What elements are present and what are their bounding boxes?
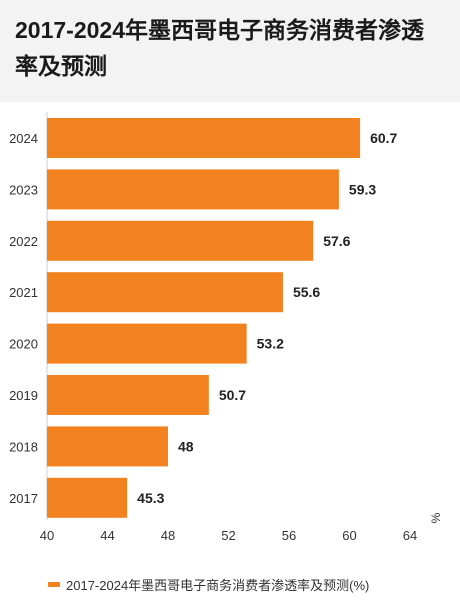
bar-2024 (47, 118, 361, 158)
y-tick-label: 2018 (9, 439, 38, 454)
y-tick-label: 2020 (9, 337, 38, 352)
y-tick-label: 2024 (9, 131, 38, 146)
data-label: 59.3 (349, 181, 376, 197)
data-label: 60.7 (370, 130, 397, 146)
x-tick-label: 56 (282, 528, 296, 543)
bar-2020 (47, 323, 247, 364)
x-tick-label: 40 (40, 528, 54, 543)
chart-header: 2017-2024年墨西哥电子商务消费者渗透率及预测 (0, 0, 460, 102)
x-tick-label: 48 (161, 528, 175, 543)
chart-legend: 2017-2024年墨西哥电子商务消费者渗透率及预测(%) (48, 574, 369, 594)
data-label: 48 (178, 438, 194, 454)
bar-chart: 2024 60.7 2023 59.3 2022 57.6 2021 55.6 2020 53.2… (9, 112, 443, 543)
y-tick-label: 2019 (9, 388, 38, 403)
chart-title: 2017-2024年墨西哥电子商务消费者渗透率及预测 (15, 17, 424, 79)
data-label: 57.6 (323, 233, 350, 249)
y-tick-label: 2022 (9, 234, 38, 249)
data-label: 45.3 (137, 490, 164, 506)
x-axis-unit: % (429, 512, 443, 523)
data-label: 53.2 (257, 336, 284, 352)
data-label: 50.7 (219, 387, 246, 403)
y-tick-label: 2023 (9, 182, 38, 197)
bar-2017 (47, 477, 128, 518)
x-tick-label: 64 (403, 528, 417, 543)
x-tick-label: 52 (221, 528, 235, 543)
bar-2019 (47, 375, 209, 415)
bar-2023 (47, 169, 339, 210)
legend-label: 2017-2024年墨西哥电子商务消费者渗透率及预测(%) (66, 577, 370, 593)
y-tick-label: 2021 (9, 285, 38, 300)
bar-2022 (47, 220, 314, 261)
bar-2021 (47, 272, 283, 313)
data-label: 55.6 (293, 284, 320, 300)
legend-swatch (48, 581, 60, 587)
bar-2018 (47, 426, 168, 467)
y-tick-label: 2017 (9, 491, 38, 506)
x-tick-label: 60 (342, 528, 356, 543)
x-tick-label: 44 (100, 528, 114, 543)
